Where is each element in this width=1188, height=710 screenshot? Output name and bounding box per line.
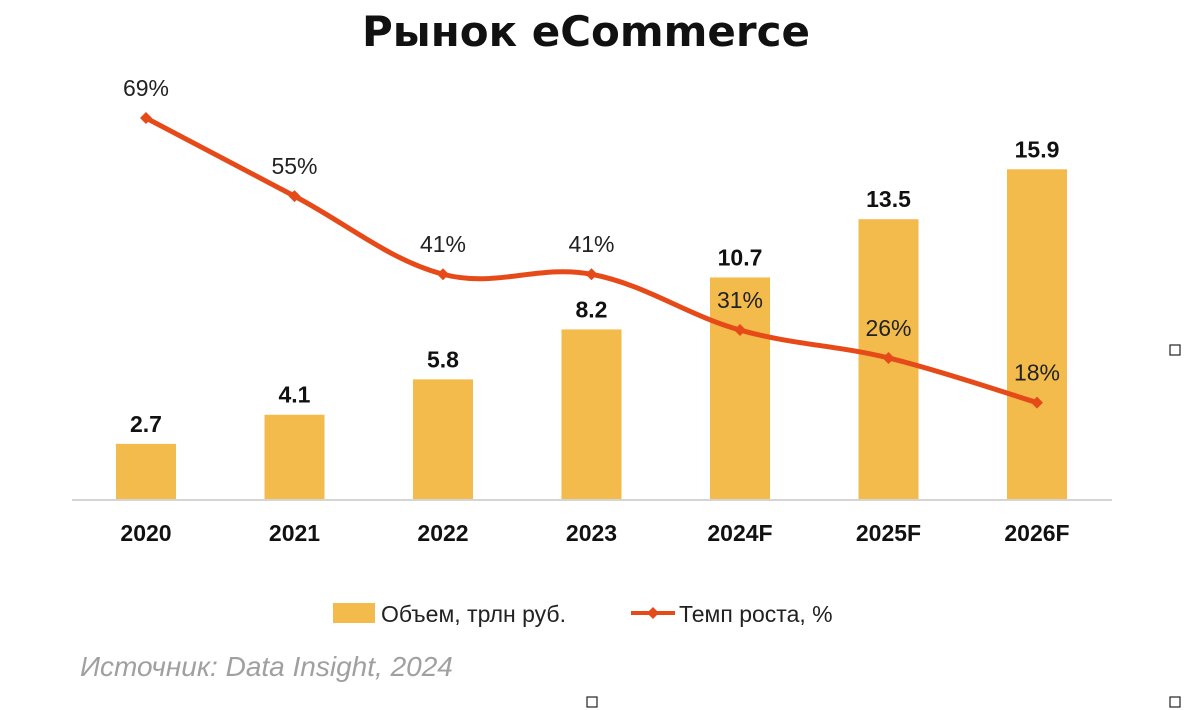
source-note: Источник: Data Insight, 2024 [80,651,453,682]
x-tick-2020: 2020 [120,520,171,546]
x-tick-2025F: 2025F [856,520,921,546]
bar-2021 [264,414,325,500]
growth-rate-data-labels: 69% 55% 41% 41% 31% 26% 18% [123,75,1060,386]
bar-2024F [710,277,770,500]
growth-marker-2026F [1031,396,1043,409]
growth-rate-markers [140,112,1043,409]
legend-label-volume: Объем, трлн руб. [381,601,566,627]
bar-label-2025F: 13.5 [866,186,911,212]
growth-marker-2025F [882,351,895,364]
bar-label-2020: 2.7 [130,411,162,437]
growth-label-2023: 41% [568,231,614,257]
growth-label-2024F: 31% [717,287,763,313]
selection-handle-bottom-right[interactable] [1169,696,1181,708]
bar-label-2024F: 10.7 [718,244,763,270]
bar-label-2026F: 15.9 [1015,136,1060,162]
bar-2026F [1007,169,1067,500]
growth-marker-2023 [585,268,598,281]
legend: Объем, трлн руб. Темп роста, % [333,601,833,627]
growth-marker-2024F [734,324,746,337]
growth-marker-2020 [140,112,152,124]
growth-marker-2022 [437,268,449,281]
x-tick-2023: 2023 [566,520,617,546]
growth-label-2021: 55% [271,153,317,179]
bar-label-2023: 8.2 [576,296,608,322]
bar-label-2021: 4.1 [279,382,311,408]
growth-label-2025F: 26% [865,315,911,341]
growth-marker-2021 [288,190,301,203]
growth-label-2020: 69% [123,75,169,101]
bar-2022 [413,379,473,500]
x-tick-2026F: 2026F [1004,520,1069,546]
bar-2020 [116,443,176,500]
chart-title: Рынок eCommerce [362,7,810,56]
selection-handle-bottom[interactable] [586,696,598,708]
x-tick-2022: 2022 [417,520,468,546]
bar-series [116,169,1067,500]
x-axis-tick-labels: 2020 2021 2022 2023 2024F 2025F 2026F [120,520,1069,546]
x-tick-2021: 2021 [269,520,320,546]
bar-data-labels: 2.7 4.1 5.8 8.2 10.7 13.5 15.9 [130,136,1059,437]
growth-label-2022: 41% [420,231,466,257]
legend-swatch-volume [333,603,375,623]
growth-label-2026F: 18% [1014,360,1060,386]
legend-label-growth: Темп роста, % [679,601,833,627]
bar-label-2022: 5.8 [427,346,459,372]
legend-swatch-growth-marker [647,607,659,619]
selection-handle-right[interactable] [1169,344,1181,356]
bar-2023 [561,329,622,500]
x-tick-2024F: 2024F [707,520,772,546]
